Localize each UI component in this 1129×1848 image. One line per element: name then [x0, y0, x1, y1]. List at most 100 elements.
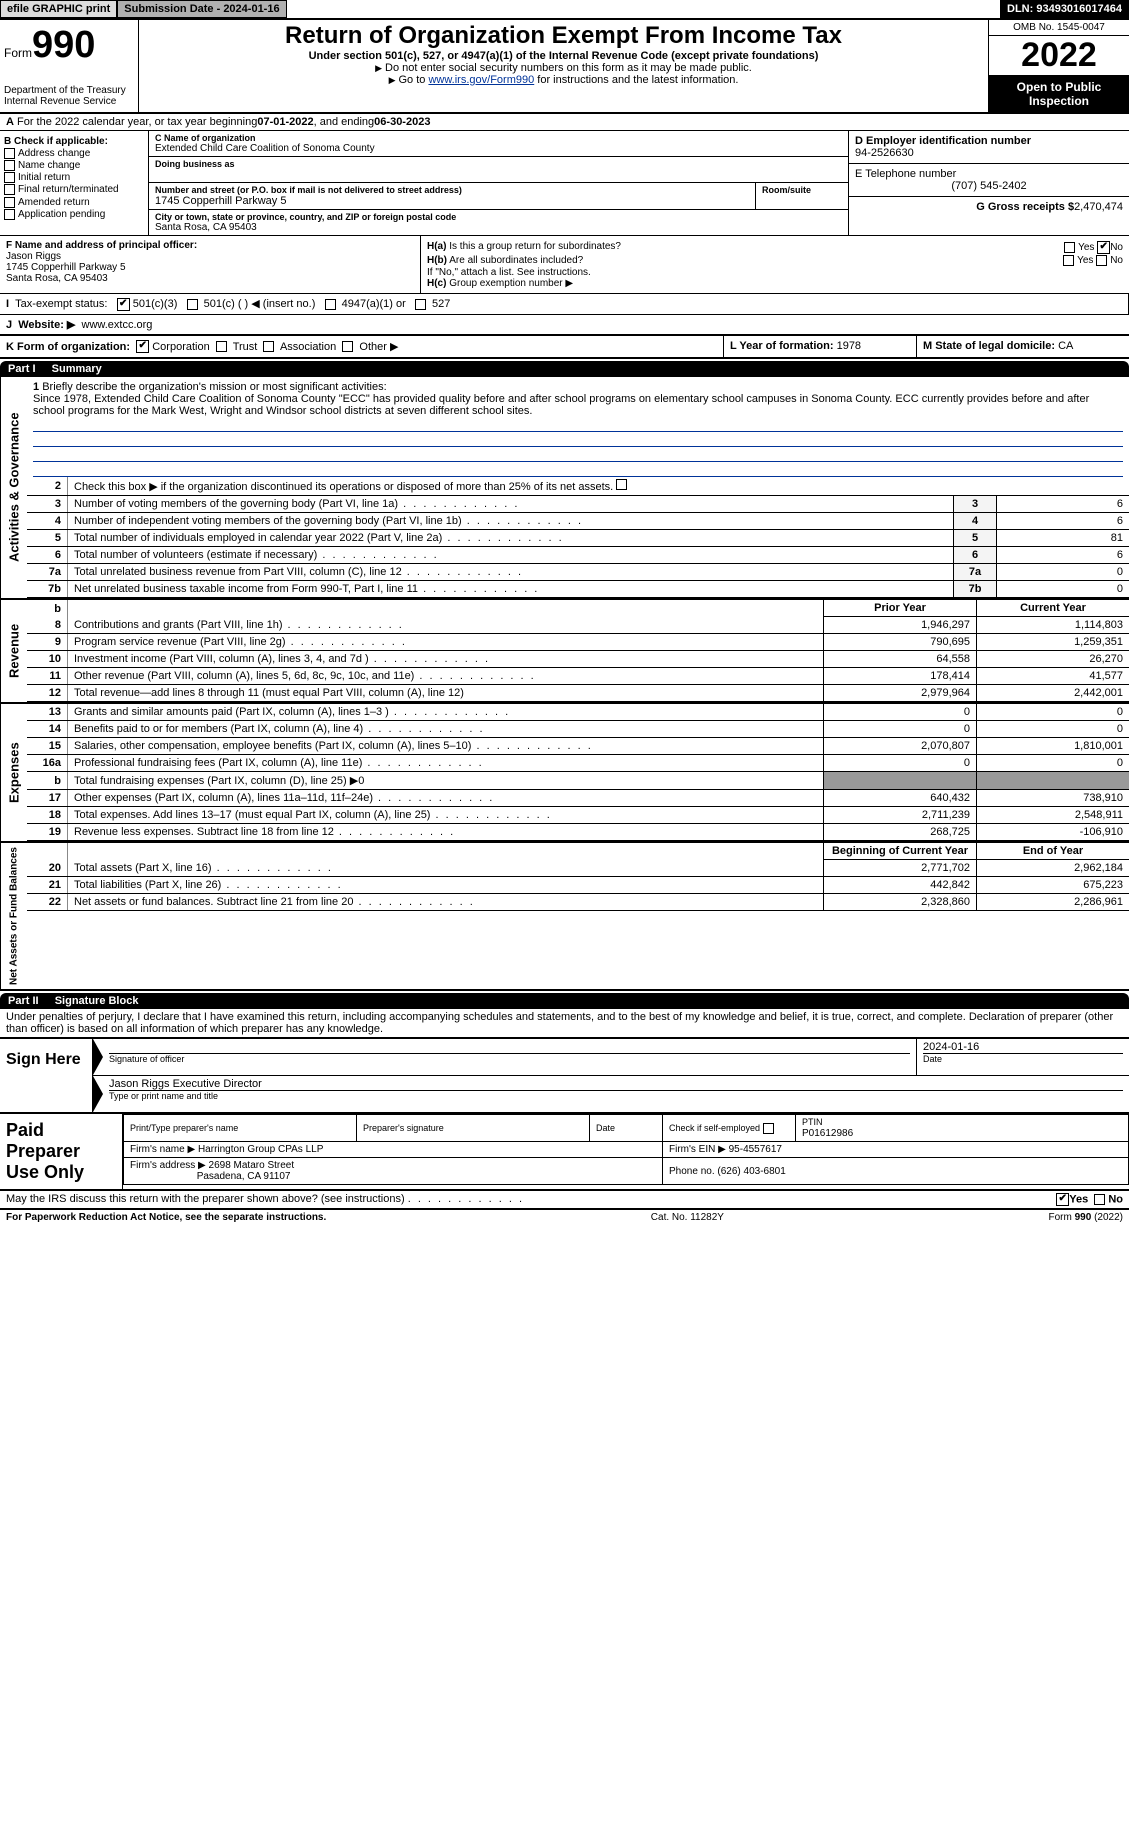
l17-curr: 738,910: [977, 790, 1129, 807]
officer-addr2: Santa Rosa, CA 95403: [6, 273, 108, 284]
cb-name-change[interactable]: Name change: [4, 160, 144, 171]
paid-preparer-label: Paid Preparer Use Only: [0, 1114, 122, 1189]
cb-amended-return[interactable]: Amended return: [4, 197, 144, 208]
cb-self-employed[interactable]: [763, 1123, 774, 1134]
boc-head: Beginning of Current Year: [824, 843, 977, 860]
perjury-declaration: Under penalties of perjury, I declare th…: [0, 1009, 1129, 1037]
gross-receipts-label: G Gross receipts $: [976, 201, 1074, 213]
cb-address-change[interactable]: Address change: [4, 148, 144, 159]
form-header: Form990 Department of the Treasury Inter…: [0, 20, 1129, 114]
l14-curr: 0: [977, 721, 1129, 738]
l17-prior: 640,432: [824, 790, 977, 807]
mission-text: Since 1978, Extended Child Care Coalitio…: [33, 393, 1089, 417]
cb-final-return[interactable]: Final return/terminated: [4, 184, 144, 195]
l13-prior: 0: [824, 704, 977, 721]
l15-curr: 1,810,001: [977, 738, 1129, 755]
l9-prior: 790,695: [824, 634, 977, 651]
line5-val: 81: [997, 530, 1129, 547]
l18-curr: 2,548,911: [977, 807, 1129, 824]
section-i-taxexempt: I Tax-exempt status: ✔ 501(c)(3) 501(c) …: [0, 294, 1129, 314]
cb-4947[interactable]: [325, 299, 336, 310]
part-i-header: Part I Summary: [0, 361, 1129, 377]
ein-label: D Employer identification number: [855, 135, 1031, 147]
prior-year-head: Prior Year: [824, 600, 977, 617]
line4-val: 6: [997, 513, 1129, 530]
form-title: Return of Organization Exempt From Incom…: [145, 22, 982, 50]
q2-text: Check this box ▶ if the organization dis…: [68, 477, 1129, 496]
firm-addr1: 2698 Mataro Street: [209, 1160, 295, 1171]
city-state-zip: Santa Rosa, CA 95403: [155, 222, 842, 233]
form-subtitle: Under section 501(c), 527, or 4947(a)(1)…: [145, 50, 982, 62]
section-f-officer: F Name and address of principal officer:…: [0, 236, 421, 293]
part-ii-header: Part II Signature Block: [0, 993, 1129, 1009]
dept-label: Department of the Treasury: [4, 85, 134, 96]
officer-addr1: 1745 Copperhill Parkway 5: [6, 262, 126, 273]
line6-val: 6: [997, 547, 1129, 564]
discuss-no[interactable]: [1094, 1194, 1105, 1205]
l12-prior: 2,979,964: [824, 685, 977, 702]
irs-label: Internal Revenue Service: [4, 96, 134, 107]
l8-prior: 1,946,297: [824, 617, 977, 634]
sign-here-label: Sign Here: [0, 1039, 93, 1112]
row-a-taxyear: A For the 2022 calendar year, or tax yea…: [0, 114, 1129, 131]
l10-prior: 64,558: [824, 651, 977, 668]
website-value[interactable]: www.extcc.org: [82, 319, 153, 331]
gross-receipts-value: 2,470,474: [1074, 201, 1123, 213]
l15-prior: 2,070,807: [824, 738, 977, 755]
l19-curr: -106,910: [977, 824, 1129, 841]
cb-initial-return[interactable]: Initial return: [4, 172, 144, 183]
ha-yes[interactable]: [1064, 242, 1075, 253]
form-word: Form: [4, 46, 32, 60]
submission-date-button[interactable]: Submission Date - 2024-01-16: [117, 0, 286, 18]
line3-val: 6: [997, 496, 1129, 513]
efile-button[interactable]: efile GRAPHIC print: [0, 0, 117, 18]
cb-501c3[interactable]: ✔: [117, 298, 130, 311]
firm-phone: (626) 403-6801: [717, 1166, 785, 1177]
current-year-head: Current Year: [977, 600, 1129, 617]
sidelabel-governance: Activities & Governance: [0, 377, 27, 598]
cb-discontinued[interactable]: [616, 479, 627, 490]
l12-curr: 2,442,001: [977, 685, 1129, 702]
irs-link[interactable]: www.irs.gov/Form990: [428, 74, 534, 86]
discuss-yes[interactable]: ✔: [1056, 1193, 1069, 1206]
cb-501c[interactable]: [187, 299, 198, 310]
org-name: Extended Child Care Coalition of Sonoma …: [155, 143, 842, 154]
firm-addr2: Pasadena, CA 91107: [197, 1171, 291, 1182]
l9-curr: 1,259,351: [977, 634, 1129, 651]
l13-curr: 0: [977, 704, 1129, 721]
open-to-public: Open to Public Inspection: [989, 76, 1129, 112]
cb-application-pending[interactable]: Application pending: [4, 209, 144, 220]
l14-prior: 0: [824, 721, 977, 738]
section-h: H(a) Is this a group return for subordin…: [421, 236, 1129, 293]
l20-end: 2,962,184: [977, 860, 1129, 877]
sign-date: 2024-01-16: [923, 1041, 979, 1053]
ein-value: 94-2526630: [855, 147, 1123, 159]
phone-value: (707) 545-2402: [855, 180, 1123, 192]
q1-label: Briefly describe the organization's miss…: [42, 381, 386, 393]
l22-end: 2,286,961: [977, 894, 1129, 911]
form-footer: Form 990 (2022): [1049, 1212, 1123, 1223]
ha-no[interactable]: ✔: [1097, 241, 1110, 254]
phone-label: E Telephone number: [855, 168, 956, 180]
hb-yes[interactable]: [1063, 255, 1074, 266]
line7a-val: 0: [997, 564, 1129, 581]
sidelabel-expenses: Expenses: [0, 704, 27, 841]
section-k-formorg: K Form of organization: ✔ Corporation Tr…: [0, 336, 724, 358]
state-domicile: CA: [1058, 340, 1073, 352]
ssn-warning: Do not enter social security numbers on …: [145, 62, 982, 74]
cb-assoc[interactable]: [263, 341, 274, 352]
cb-other[interactable]: [342, 341, 353, 352]
tax-year: 2022: [989, 36, 1129, 76]
l16a-curr: 0: [977, 755, 1129, 772]
cb-527[interactable]: [415, 299, 426, 310]
cat-number: Cat. No. 11282Y: [651, 1212, 724, 1223]
sidelabel-revenue: Revenue: [0, 600, 27, 702]
eoy-head: End of Year: [977, 843, 1129, 860]
pra-notice: For Paperwork Reduction Act Notice, see …: [6, 1212, 326, 1223]
cb-corp[interactable]: ✔: [136, 340, 149, 353]
officer-name: Jason Riggs: [6, 251, 61, 262]
hb-no[interactable]: [1096, 255, 1107, 266]
cb-trust[interactable]: [216, 341, 227, 352]
discuss-question: May the IRS discuss this return with the…: [6, 1193, 405, 1205]
dln-label: DLN: 93493016017464: [1000, 0, 1129, 18]
